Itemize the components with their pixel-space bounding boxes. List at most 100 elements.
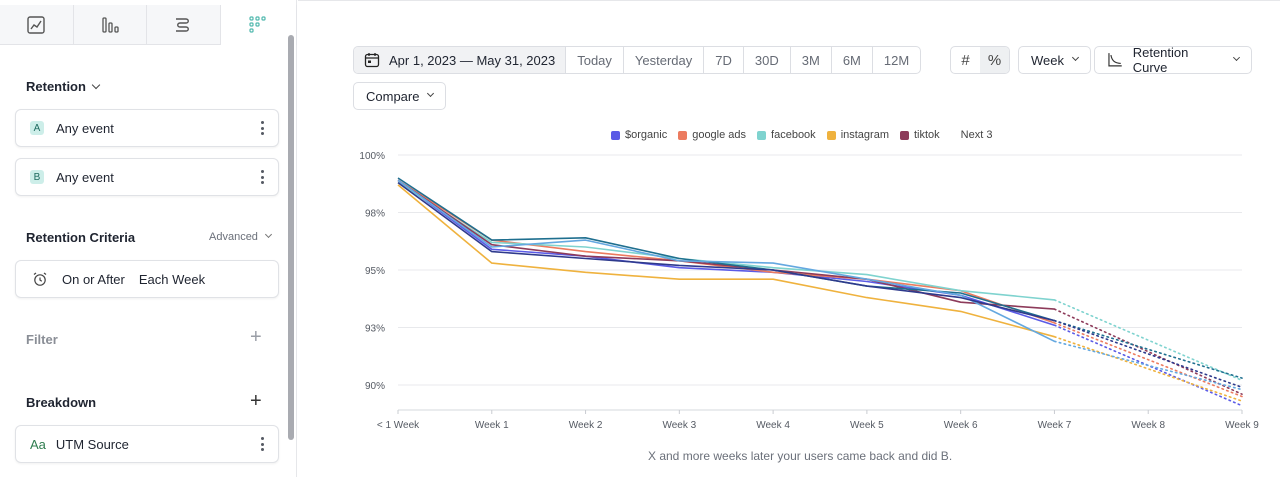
chevron-down-icon [264, 230, 272, 239]
series-line-series-8 [397, 181, 1055, 322]
date-range-bar: Apr 1, 2023 — May 31, 2023 Today Yesterd… [353, 46, 922, 74]
series-projection-google-ads [1053, 322, 1243, 398]
sidebar-scrollbar[interactable] [288, 35, 294, 440]
event-a-card[interactable]: A Any event [15, 109, 279, 147]
retention-criteria-title: Retention Criteria [26, 230, 136, 245]
sidebar: Retention A Any event B Any event Retent… [0, 0, 297, 477]
insights-tab[interactable] [0, 5, 74, 45]
date-range-picker[interactable]: Apr 1, 2023 — May 31, 2023 [354, 47, 567, 73]
retention-label: Retention [26, 79, 86, 94]
flows-icon [176, 17, 190, 32]
range-12m-button[interactable]: 12M [883, 52, 910, 68]
chart-legend: $organic google ads facebook instagram t… [611, 129, 1003, 141]
range-today-button[interactable]: Today [566, 47, 624, 73]
filter-title: Filter [26, 332, 58, 347]
x-tick-label: Week 5 [850, 420, 884, 431]
main-panel: Apr 1, 2023 — May 31, 2023 Today Yesterd… [298, 0, 1280, 477]
breakdown-utm-source-card[interactable]: Aa UTM Source [15, 425, 279, 463]
series-projection-instagram [1053, 335, 1243, 402]
series-projection-facebook [1053, 299, 1243, 382]
series-line-facebook [397, 181, 1055, 301]
text-property-icon: Aa [30, 436, 46, 452]
series-projection-tiktok [1053, 308, 1243, 396]
advanced-toggle[interactable]: Advanced [209, 230, 272, 243]
breakdown-title: Breakdown [26, 395, 97, 410]
y-tick-label: 98% [365, 209, 385, 220]
chart-type-dropdown[interactable]: Retention Curve [1094, 45, 1252, 75]
legend-item-google-ads[interactable]: google ads [678, 129, 746, 141]
event-b-card[interactable]: B Any event [15, 158, 279, 196]
value-mode-toggle: # % [950, 46, 1010, 74]
retention-curve-icon [1108, 53, 1122, 67]
legend-swatch [757, 130, 767, 140]
range-7d-button[interactable]: 7D [704, 47, 744, 73]
compare-label: Compare [366, 88, 420, 104]
legend-item-instagram[interactable]: instagram [826, 129, 889, 141]
more-options-icon[interactable] [260, 437, 264, 451]
breakdown-label: UTM Source [55, 436, 129, 452]
event-badge-a: A [30, 121, 44, 135]
calendar-icon [364, 53, 380, 68]
y-tick-label: 100% [359, 151, 385, 162]
range-3m-button[interactable]: 3M [791, 47, 832, 73]
series-line--organic [397, 179, 1055, 326]
line-chart-icon [27, 15, 45, 34]
legend-item-organic[interactable]: $organic [611, 129, 667, 141]
x-tick-label: < 1 Week [377, 420, 420, 431]
x-tick-label: Week 1 [475, 420, 509, 431]
range-yesterday-button[interactable]: Yesterday [624, 47, 705, 73]
event-badge-b: B [30, 170, 44, 184]
compare-dropdown[interactable]: Compare [353, 82, 447, 110]
retention-tab[interactable] [220, 5, 297, 45]
event-a-label: Any event [56, 120, 114, 136]
series-line-instagram [397, 184, 1055, 338]
x-tick-label: Week 9 [1225, 420, 1259, 431]
percent-toggle-button[interactable]: % [980, 47, 1009, 73]
retention-curve-chart: 100% 98% 95% 93% 90% < 1 Week Week 1 Week 2 Week… [359, 151, 1259, 431]
y-tick-label: 93% [365, 324, 385, 335]
more-options-icon[interactable] [260, 170, 264, 184]
legend-label: instagram [840, 129, 889, 141]
y-tick-label: 95% [365, 266, 385, 277]
top-divider [298, 0, 1280, 1]
legend-item-facebook[interactable]: facebook [757, 129, 816, 141]
retention-criteria-card[interactable]: On or After Each Week [15, 260, 279, 298]
add-filter-icon[interactable]: + [250, 326, 262, 348]
retention-section-title[interactable]: Retention [26, 79, 101, 94]
on-or-after-option[interactable]: On or After [62, 271, 125, 287]
legend-label: tiktok [913, 129, 940, 141]
legend-swatch [826, 130, 836, 140]
legend-label: $organic [625, 129, 668, 141]
chart-type-label: Retention Curve [1132, 45, 1189, 75]
y-tick-label: 90% [365, 381, 385, 392]
x-axis-caption: X and more weeks later your users came b… [648, 449, 953, 463]
series-projection-series-7 [1053, 340, 1243, 391]
legend-item-tiktok[interactable]: tiktok [899, 129, 940, 141]
interval-dropdown[interactable]: Week [1018, 46, 1091, 74]
x-tick-label: Week 4 [756, 420, 790, 431]
legend-next-label: Next 3 [960, 129, 993, 141]
legend-swatch [899, 130, 909, 140]
x-tick-label: Week 7 [1038, 420, 1072, 431]
more-options-icon[interactable] [260, 121, 264, 135]
legend-next-button[interactable]: Next 3 [961, 129, 993, 141]
legend-label: facebook [771, 129, 816, 141]
series-projection-series-6 [1053, 319, 1243, 379]
advanced-label: Advanced [209, 231, 258, 243]
each-week-option[interactable]: Each Week [138, 271, 206, 287]
event-b-label: Any event [56, 169, 114, 185]
series-line-series-7 [397, 179, 1055, 343]
report-type-tabs [0, 5, 297, 45]
range-30d-button[interactable]: 30D [744, 47, 791, 73]
chevron-down-icon [91, 80, 101, 90]
bar-chart-icon [102, 16, 119, 33]
x-tick-label: Week 2 [569, 420, 603, 431]
funnels-tab[interactable] [73, 5, 147, 45]
count-toggle-button[interactable]: # [961, 51, 970, 69]
add-breakdown-icon[interactable]: + [250, 390, 262, 412]
x-tick-label: Week 8 [1131, 420, 1165, 431]
x-tick-label: Week 6 [944, 420, 978, 431]
flows-tab[interactable] [147, 5, 221, 45]
range-6m-button[interactable]: 6M [832, 47, 873, 73]
legend-swatch [678, 130, 688, 140]
